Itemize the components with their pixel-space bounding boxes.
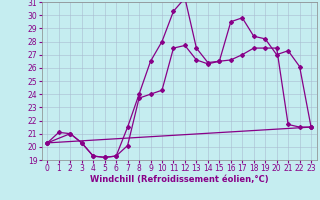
X-axis label: Windchill (Refroidissement éolien,°C): Windchill (Refroidissement éolien,°C) <box>90 175 268 184</box>
